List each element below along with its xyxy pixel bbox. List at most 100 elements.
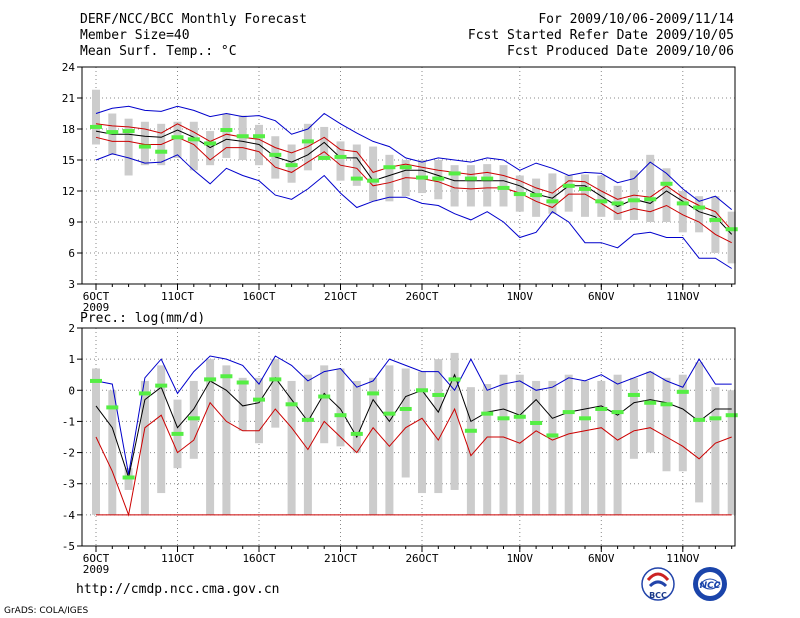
prec-spread-box — [352, 380, 361, 453]
prec-xtick-label: 11NOV — [666, 552, 699, 565]
prec-observed-marker — [187, 416, 200, 421]
prec-spread-box — [271, 359, 280, 428]
prec-observed-marker — [562, 410, 575, 415]
prec-observed-marker — [334, 413, 347, 418]
grads-credit: GrADS: COLA/IGES — [4, 606, 89, 616]
prec-spread-box — [466, 387, 475, 515]
temp-xtick-label: 26OCT — [405, 290, 438, 303]
prec-ytick-label: 0 — [68, 384, 75, 397]
temp-observed-marker — [301, 139, 314, 144]
forecast-period-line: For 2009/10/06-2009/11/14 — [538, 12, 734, 27]
prec-observed-marker — [464, 428, 477, 433]
prec-observed-marker — [106, 405, 119, 410]
prec-spread-box — [695, 362, 704, 503]
temp-observed-marker — [448, 171, 461, 176]
prec-observed-marker — [90, 378, 102, 383]
temp-spread-box — [662, 168, 671, 222]
temp-observed-marker — [155, 149, 168, 154]
prec-observed-marker — [318, 394, 331, 399]
bcc-logo-text: BCC — [649, 591, 667, 600]
prec-spread-box — [369, 377, 378, 515]
prec-observed-marker — [595, 406, 608, 411]
prec-observed-marker — [220, 374, 233, 379]
temp-spread-box — [173, 121, 182, 158]
temp-spread-box — [564, 175, 573, 212]
temp-spread-box — [124, 118, 133, 176]
temp-frame — [81, 66, 736, 285]
temp-spread-box — [140, 121, 149, 166]
temp-ytick-label: 21 — [62, 92, 75, 105]
produced-date-line: Fcst Produced Date 2009/10/06 — [507, 44, 734, 59]
temp-observed-marker — [253, 134, 265, 139]
temp-observed-marker — [725, 227, 738, 232]
temp-observed-marker — [138, 144, 151, 149]
prec-observed-marker — [481, 411, 494, 416]
temp-spread-box — [695, 196, 704, 233]
prec-spread-box — [646, 371, 655, 453]
temp-observed-marker — [383, 165, 396, 170]
prec-spread-box — [711, 387, 720, 515]
prec-spread-box — [385, 365, 394, 515]
prec-observed-marker — [204, 377, 217, 382]
temp-spread-box — [189, 121, 198, 171]
prec-observed-marker — [122, 475, 135, 480]
prec-spread-box — [418, 371, 426, 494]
temp-observed-marker — [530, 193, 543, 198]
prec-spread-box — [336, 368, 345, 447]
temp-spread-box — [711, 196, 720, 253]
prec-spread-box — [255, 377, 263, 444]
temp-spread-box — [466, 165, 475, 207]
temp-observed-marker — [106, 130, 119, 135]
temp-observed-marker — [660, 181, 673, 186]
temp-min-line — [95, 153, 732, 269]
prec-spread-box — [222, 365, 231, 515]
prec-observed-marker — [253, 397, 265, 402]
prec-observed-marker — [693, 417, 706, 422]
prec-spread-box — [483, 384, 492, 515]
prec-ytick-label: -2 — [62, 447, 75, 460]
temp-spread-box — [727, 211, 736, 264]
prec-xtick-label: 11OCT — [161, 552, 194, 565]
agency-logos: BCC NCC — [641, 567, 727, 601]
temp-observed-marker — [399, 165, 412, 170]
temp-xtick-label: 6OCT — [83, 290, 110, 303]
prec-spread-box — [515, 374, 524, 515]
temp-spread-box — [92, 89, 100, 145]
prec-spread-box — [287, 380, 296, 515]
prec-observed-marker — [301, 417, 314, 422]
temp-observed-marker — [236, 134, 249, 139]
prec-ytick-label: -1 — [62, 415, 75, 428]
prec-spread-box — [613, 374, 622, 515]
prec-observed-marker — [155, 383, 168, 388]
prec-spread-box — [401, 368, 410, 478]
temp-xtick-label: 11OCT — [161, 290, 194, 303]
prec-observed-marker — [269, 377, 282, 382]
title-line: DERF/NCC/BCC Monthly Forecast — [80, 12, 307, 27]
prec-observed-marker — [611, 410, 624, 415]
prec-ytick-label: -3 — [62, 478, 75, 491]
prec-xtick-label: 21OCT — [324, 552, 357, 565]
temp-ytick-label: 18 — [62, 123, 75, 136]
temp-observed-marker — [367, 178, 380, 183]
temp-observed-marker — [709, 217, 722, 222]
prec-observed-marker — [546, 433, 559, 438]
prec-observed-marker — [627, 392, 640, 397]
temp-ytick-label: 3 — [68, 278, 75, 291]
temp-observed-marker — [611, 201, 624, 206]
temp-observed-marker — [350, 176, 363, 181]
temp-observed-marker — [595, 199, 608, 204]
prec-observed-marker — [236, 380, 249, 385]
temp-spread-box — [222, 113, 231, 158]
prec-spread-box — [303, 374, 312, 515]
prec-observed-marker — [725, 413, 738, 418]
prec-ytick-label: 1 — [68, 353, 75, 366]
prec-spread-box — [564, 374, 573, 515]
temp-panel: 3 6 9 12 15 18 21 24 6OCT 11OCT 16OCT 21OCT 26OCT 1NO… — [62, 61, 738, 314]
prec-xtick-label: 26OCT — [405, 552, 438, 565]
prec-observed-marker — [432, 392, 445, 397]
footer-url[interactable]: http://cmdp.ncc.cma.gov.cn — [76, 582, 280, 597]
prec-spread-box — [597, 380, 606, 515]
temp-observed-marker — [171, 135, 184, 140]
prec-spread-box — [450, 352, 459, 490]
